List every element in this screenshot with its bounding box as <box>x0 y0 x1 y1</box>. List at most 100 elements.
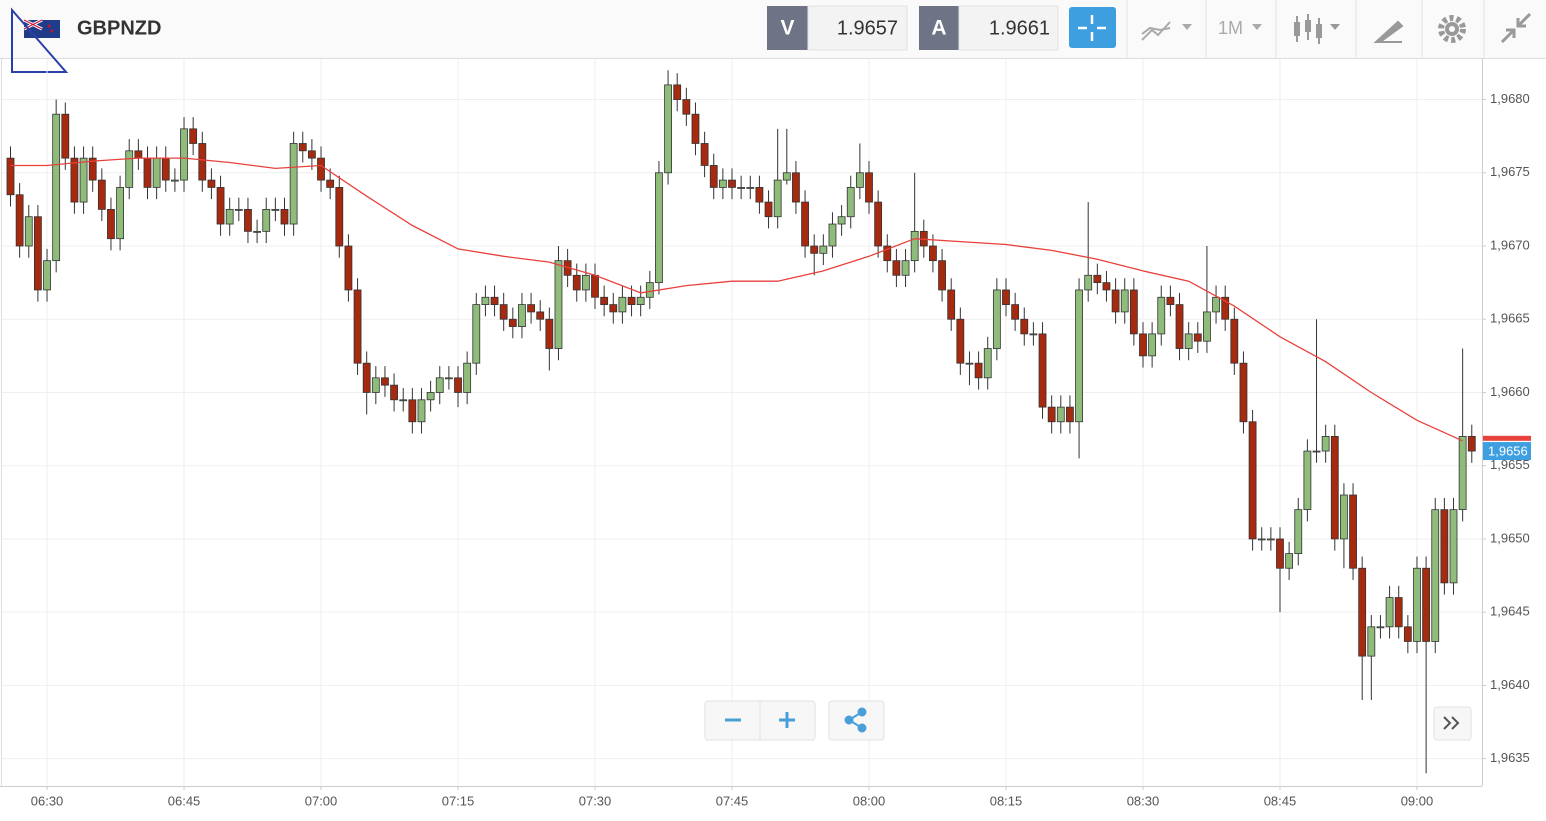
candle-body <box>1431 509 1440 642</box>
candle-body <box>1020 318 1029 335</box>
candle-body <box>490 296 499 305</box>
candle-body <box>974 362 983 379</box>
candle-body <box>508 318 517 327</box>
candle-body <box>1330 436 1339 540</box>
candle-body <box>24 216 33 247</box>
candle-body <box>189 128 198 144</box>
candle-body <box>1175 304 1184 349</box>
candle-body <box>591 274 599 298</box>
candle-body <box>125 150 134 188</box>
timeframe-button[interactable]: 1M <box>1218 18 1262 38</box>
candle-body <box>600 296 609 305</box>
candle-body <box>180 128 188 181</box>
candle-body <box>253 230 261 233</box>
candle-body <box>1221 296 1230 320</box>
candle-body <box>1203 311 1211 342</box>
candle-body <box>70 157 79 203</box>
candle-body <box>846 187 855 218</box>
candle-body <box>1422 567 1431 642</box>
share-button[interactable] <box>828 700 885 741</box>
y-tick-label: 1,9665 <box>1490 311 1530 326</box>
candle-body <box>1084 274 1093 291</box>
candle-body <box>664 84 672 174</box>
moving-average-marker <box>1483 435 1531 441</box>
symbol: GBPNZD <box>77 17 161 39</box>
candle-body <box>43 260 51 291</box>
candle-body <box>545 318 554 349</box>
settings-button[interactable] <box>1438 15 1466 43</box>
candle-body <box>1303 450 1312 511</box>
ask-label: A <box>931 17 946 40</box>
candle-body <box>1038 333 1047 408</box>
scroll-end-button[interactable] <box>1433 706 1472 741</box>
candle-body <box>6 157 15 196</box>
candle-body <box>992 289 1001 349</box>
candle-body <box>472 304 481 364</box>
candle-body <box>1139 333 1147 357</box>
candle-body <box>1111 289 1120 313</box>
candle-body <box>655 172 663 284</box>
candle-body <box>326 179 335 188</box>
candle-body <box>381 377 389 386</box>
x-tick-label: 08:45 <box>1264 793 1297 808</box>
candle-body <box>892 260 901 276</box>
candle-body <box>426 392 435 401</box>
ask-price: 1.9661 <box>989 17 1050 39</box>
candle-body <box>1184 333 1193 349</box>
candle-body <box>1449 509 1458 584</box>
x-tick-label: 07:30 <box>579 793 612 808</box>
candle-body <box>1358 567 1367 657</box>
candle-body <box>874 201 883 247</box>
y-tick-label: 1,9640 <box>1490 677 1530 692</box>
candle-body <box>1349 494 1357 569</box>
candle-body <box>463 362 472 393</box>
candle-body <box>938 260 946 291</box>
candle-body <box>79 157 88 203</box>
candle-body <box>883 245 892 262</box>
candle-body <box>901 260 910 276</box>
candle-body <box>52 113 61 262</box>
scroll-end-icon <box>1443 716 1460 730</box>
bid-label: V <box>780 17 794 40</box>
candle-body <box>481 296 490 305</box>
candle-body <box>1266 538 1275 541</box>
candle-body <box>773 179 782 218</box>
candle-body <box>828 223 837 247</box>
candle-body <box>737 187 746 189</box>
candle-body <box>1056 406 1065 423</box>
candle-body <box>1002 289 1010 305</box>
candle-body <box>682 99 691 115</box>
chart-type-button[interactable] <box>1141 21 1192 41</box>
draw-button[interactable] <box>1373 20 1404 43</box>
candle-body <box>417 399 426 423</box>
x-tick-label: 06:30 <box>31 793 64 808</box>
candles-button[interactable] <box>1294 14 1340 44</box>
candle-body <box>1376 626 1385 629</box>
candle-body <box>1166 296 1175 305</box>
candle-body <box>335 187 344 247</box>
timeframe: 1M <box>1218 18 1243 38</box>
zoom-controls <box>704 700 1472 741</box>
candle-body <box>792 172 800 203</box>
candle-body <box>965 362 974 365</box>
candle-body <box>1248 421 1257 540</box>
symbol-menu-corner[interactable] <box>11 7 69 73</box>
candle-body <box>1312 450 1321 453</box>
y-tick-label: 1,9650 <box>1490 530 1530 545</box>
candle-body <box>1075 289 1083 423</box>
crosshair-button[interactable] <box>1069 7 1116 48</box>
grid <box>2 59 1482 786</box>
ask-box[interactable]: A 1.9661 <box>919 5 1059 51</box>
candle-body <box>1239 362 1248 423</box>
candle-body <box>1458 436 1467 511</box>
collapse-button[interactable] <box>1500 12 1532 44</box>
bid-box[interactable]: V 1.9657 <box>767 5 908 51</box>
y-tick-label: 1,9660 <box>1490 384 1530 399</box>
x-tick-label: 08:00 <box>853 793 886 808</box>
candle-body <box>929 245 937 262</box>
y-tick-label: 1,9680 <box>1490 91 1530 106</box>
candle-body <box>810 245 819 254</box>
candle-body <box>234 208 243 211</box>
